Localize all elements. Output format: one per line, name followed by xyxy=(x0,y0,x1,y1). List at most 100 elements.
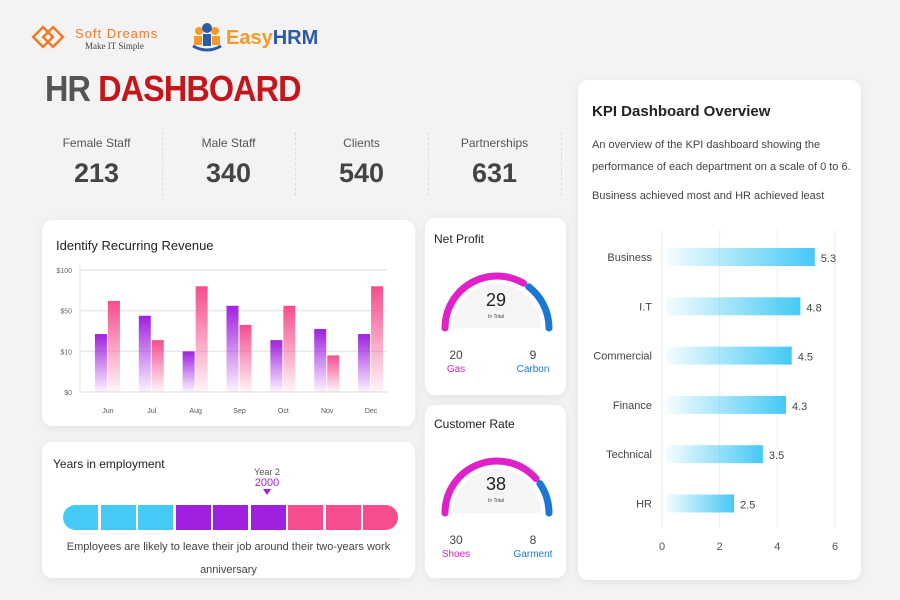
timeline-segment xyxy=(213,505,248,530)
kpi-chart: 0 2 4 6 Business 5.3 I.T 4.8 Commercial 4.5 Financ… xyxy=(593,230,838,553)
timeline-segment xyxy=(288,505,323,530)
divider xyxy=(295,132,296,196)
stat-male-staff: Male Staff 340 xyxy=(162,136,295,189)
x-tick-label: Oct xyxy=(278,408,289,415)
x-tick-label: Aug xyxy=(189,408,202,415)
kpi-value-label: 5.3 xyxy=(821,253,836,265)
shoes-value: 30 xyxy=(449,533,463,547)
gas-value: 20 xyxy=(449,348,463,362)
divider xyxy=(428,132,429,196)
stat-label: Partnerships xyxy=(460,136,529,150)
gauge-arc-left xyxy=(441,272,528,332)
softdreams-tagline: Make IT Simple xyxy=(85,41,144,51)
y-tick-label: $0 xyxy=(64,390,72,397)
revenue-bar xyxy=(195,286,208,392)
x-tick-label: Sep xyxy=(233,408,246,415)
marker-value: 2000 xyxy=(254,477,280,489)
timeline-segment xyxy=(100,505,136,530)
revenue-bar xyxy=(270,340,283,392)
timeline-segment xyxy=(325,505,361,530)
kpi-value-label: 2.5 xyxy=(740,500,755,512)
gauge-inner xyxy=(453,284,541,328)
employment-title: Years in employment xyxy=(53,457,165,471)
x-tick-label: 2 xyxy=(717,541,723,553)
gauge-arc-right xyxy=(536,480,553,517)
revenue-bar xyxy=(182,351,195,392)
net-profit-title: Net Profit xyxy=(434,232,485,246)
kpi-title: KPI Dashboard Overview xyxy=(592,103,771,120)
y-tick-label: $50 xyxy=(60,309,72,316)
kpi-bar xyxy=(666,395,786,414)
x-tick-label: Nov xyxy=(321,408,334,415)
gauge-inner xyxy=(453,469,541,513)
revenue-bar xyxy=(138,315,151,392)
gauge-arc-left xyxy=(441,457,540,517)
divider xyxy=(561,132,562,196)
gauge-arc-right xyxy=(525,283,553,332)
people-icon xyxy=(192,23,222,52)
stat-label: Female Staff xyxy=(62,136,131,150)
divider xyxy=(162,132,163,196)
stat-clients: Clients 540 xyxy=(295,136,428,189)
revenue-bar xyxy=(327,355,340,392)
marker-pointer-icon xyxy=(263,489,271,495)
stat-label: Clients xyxy=(343,136,380,150)
kpi-bar xyxy=(666,248,815,266)
stat-female-staff: Female Staff 213 xyxy=(30,136,163,189)
timeline-segment xyxy=(363,505,398,530)
net-profit-total-label: In Total xyxy=(487,314,505,320)
timeline-segment xyxy=(250,505,286,530)
kpi-value-label: 4.5 xyxy=(798,352,813,364)
softdreams-name: Soft Dreams xyxy=(75,26,159,41)
revenue-chart: $0 $10 $50 $100 Jun Jul Aug Sep Oct Nov Dec xyxy=(56,264,387,415)
shoes-label: Shoes xyxy=(441,549,471,560)
kpi-category-label: Finance xyxy=(613,400,652,412)
employment-caption-1: Employees are likely to leave their job … xyxy=(66,541,391,553)
carbon-value: 9 xyxy=(529,348,537,362)
kpi-category-label: Business xyxy=(607,252,652,264)
stat-value: 340 xyxy=(205,158,252,188)
x-tick-label: 4 xyxy=(774,541,780,553)
marker-label: Year 2 xyxy=(254,467,280,477)
garment-label: Garment xyxy=(513,549,553,560)
easyhrm-name: EasyHRM xyxy=(226,27,319,49)
y-tick-label: $100 xyxy=(56,268,72,275)
customer-rate-gauge xyxy=(441,457,553,517)
kpi-bar xyxy=(666,494,735,513)
x-tick-label: Jun xyxy=(102,408,113,415)
x-tick-label: Jul xyxy=(147,408,156,415)
revenue-bar xyxy=(151,340,164,392)
revenue-title: Identify Recurring Revenue xyxy=(56,238,214,253)
kpi-desc-1: An overview of the KPI dashboard showing… xyxy=(592,139,821,151)
kpi-value-label: 4.8 xyxy=(806,302,821,314)
stat-label: Male Staff xyxy=(201,136,256,150)
revenue-bar xyxy=(239,324,252,392)
timeline-segment xyxy=(63,505,98,530)
softdreams-logo-icon xyxy=(31,25,65,49)
page-title: HR DASHBOARD xyxy=(45,68,302,109)
stat-partnerships: Partnerships 631 xyxy=(428,136,561,189)
carbon-label: Carbon xyxy=(516,364,550,375)
garment-value: 8 xyxy=(529,533,537,547)
gas-label: Gas xyxy=(446,364,466,375)
kpi-category-label: I.T xyxy=(639,301,652,313)
net-profit-gauge xyxy=(441,272,553,332)
revenue-bar xyxy=(94,334,107,392)
kpi-value-label: 3.5 xyxy=(769,450,784,462)
kpi-bar xyxy=(666,346,792,365)
timeline-segment xyxy=(175,505,211,530)
kpi-category-label: HR xyxy=(636,499,652,511)
kpi-desc-3: Business achieved most and HR achieved l… xyxy=(592,190,825,202)
y-tick-label: $10 xyxy=(60,349,72,356)
kpi-bar xyxy=(666,445,763,464)
stat-value: 213 xyxy=(73,158,120,188)
stat-value: 540 xyxy=(338,158,385,188)
kpi-bar xyxy=(666,297,801,316)
timeline-segment xyxy=(138,505,173,530)
revenue-bar xyxy=(314,328,327,392)
revenue-bar xyxy=(107,300,120,392)
revenue-bar xyxy=(371,286,384,392)
kpi-category-label: Technical xyxy=(606,449,652,461)
kpi-desc-2: performance of each department on a scal… xyxy=(592,161,851,173)
kpi-value-label: 4.3 xyxy=(792,401,807,413)
